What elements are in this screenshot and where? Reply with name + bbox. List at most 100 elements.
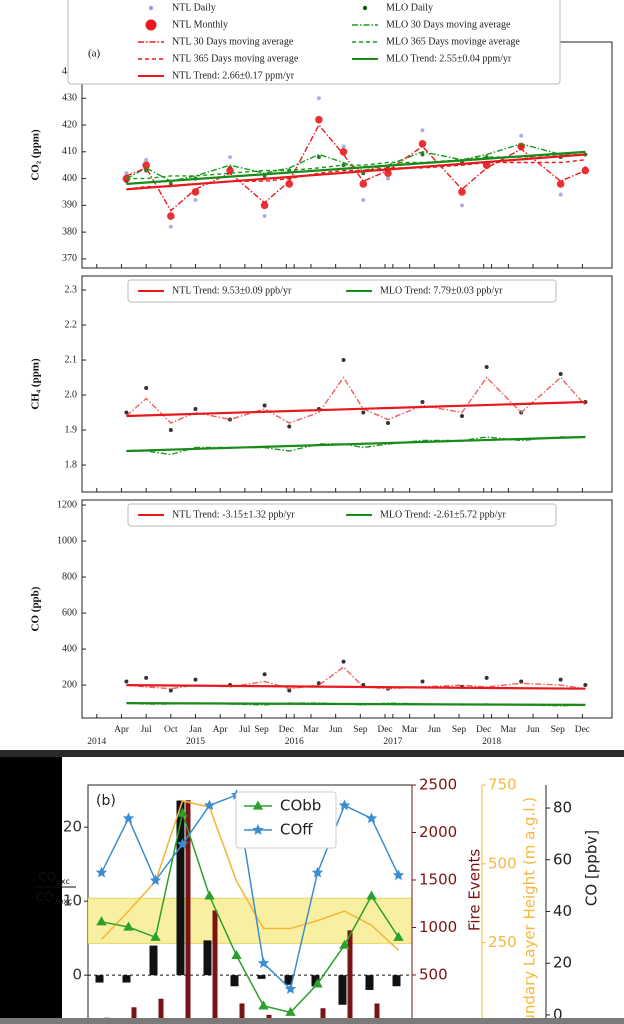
daily-point [193, 197, 198, 202]
ratio-bar [176, 800, 185, 976]
y-tick-label: 390 [62, 200, 77, 211]
daily-point [316, 96, 321, 101]
co-marker [339, 939, 350, 949]
y-tick-label: 430 [62, 93, 77, 104]
left-strip [0, 757, 62, 1024]
daily-point [124, 410, 129, 415]
y-tick-label: 400 [62, 173, 77, 184]
daily-point [459, 414, 464, 419]
fire-bar [320, 1008, 326, 1023]
daily-point [124, 171, 129, 176]
fire-bar [374, 1003, 380, 1023]
co-marker [150, 931, 161, 941]
co-line [101, 810, 400, 1014]
y-tick-label: 600 [62, 607, 77, 618]
x-tick-label: Dec [377, 725, 392, 735]
daily-point [385, 421, 390, 426]
legend-label: MLO Daily [386, 2, 433, 13]
monthly-point [260, 201, 269, 210]
daily-point [361, 410, 366, 415]
daily-point [193, 407, 198, 412]
daily-point [484, 365, 489, 370]
co-line [100, 794, 400, 991]
co-marker [96, 916, 107, 926]
legend-marker [362, 5, 368, 11]
y-tick-label: 800 [62, 571, 77, 582]
y-tick-label: 2.1 [65, 354, 78, 365]
y-tick-label: 2.0 [65, 389, 78, 400]
legend-box [127, 279, 557, 303]
legend-label: NTL Daily [172, 2, 216, 13]
co-marker [284, 983, 297, 994]
daily-point [124, 679, 129, 684]
x-tick-label: Jun [329, 725, 342, 735]
legend-label: NTL 365 Days moving average [172, 53, 299, 64]
bottom-bar [0, 1018, 624, 1024]
y-tick-label: 410 [62, 146, 77, 157]
fire-axis-label: Fire Events [466, 849, 484, 932]
label-part: exc [56, 877, 70, 886]
x-year-label: 2018 [482, 737, 501, 747]
panel: 01020COexcCO2exc5001000150020002500Fire … [34, 776, 601, 1024]
x-tick-label: Oct [164, 725, 178, 735]
panel-label: (b) [96, 793, 116, 809]
legend-label: NTL Trend: -3.15±1.32 ppb/yr [172, 509, 295, 520]
daily-point [558, 372, 563, 377]
plot-area [81, 499, 613, 719]
daily-point [193, 677, 198, 682]
legend-label: MLO Trend: -2.61±5.72 ppb/yr [380, 509, 506, 520]
ratio-bar [338, 975, 347, 1005]
y-label-numerator: COexc [38, 870, 70, 886]
x-tick-label: Sep [452, 725, 467, 735]
y-label-denominator: CO2exc [36, 890, 73, 906]
co-tick-label: 40 [553, 902, 572, 920]
daily-point [361, 197, 366, 202]
co-marker [338, 799, 351, 811]
divider [0, 750, 624, 757]
trend-line [126, 150, 586, 185]
daily-point [262, 672, 267, 677]
x-tick-label: Dec [476, 725, 491, 735]
ratio-bar [311, 975, 320, 987]
blh-axis-label: Boundary Layer Height (m a.g.l.) [521, 797, 539, 1024]
monthly-point [142, 161, 150, 169]
daily-point [144, 157, 149, 162]
fire-tick-label: 2500 [419, 776, 457, 794]
daily-point [228, 155, 233, 160]
legend-label: NTL Trend: 2.66±0.17 ppm/yr [172, 70, 295, 81]
fire-tick-label: 1000 [419, 918, 457, 936]
daily-point [385, 176, 390, 181]
legend-label: MLO Trend: 7.79±0.03 ppb/yr [380, 285, 503, 296]
daily-point [144, 675, 149, 680]
legend-label: CObb [280, 797, 321, 815]
fire-tick-label: 2000 [419, 823, 457, 841]
daily-point [287, 688, 292, 693]
fire-bar [212, 910, 218, 1023]
legend: CObb COff [235, 791, 337, 849]
co-marker [258, 1000, 269, 1010]
x-tick-label: Sep [353, 725, 368, 735]
blh-tick-label: 750 [488, 776, 517, 794]
y-tick-label: 1.8 [65, 459, 78, 470]
co-marker [366, 890, 377, 900]
legend-marker [252, 800, 264, 810]
y-tick-label: 0 [72, 966, 82, 984]
legend-label: MLO 30 Days moving average [386, 19, 511, 30]
daily-point [341, 358, 346, 363]
ratio-bar [257, 975, 266, 979]
y-tick-label: 20 [63, 818, 82, 836]
blh-tick-label: 500 [488, 854, 517, 872]
co-marker [285, 1006, 296, 1016]
y-axis-label: CH₄ (ppm) [30, 358, 42, 410]
trend-line [126, 702, 586, 706]
x-tick-label: Jul [239, 725, 250, 735]
x-year-label: 2014 [87, 737, 106, 747]
label-part: CO [36, 890, 54, 904]
y-tick-label: 1.9 [65, 424, 78, 435]
y-tick-label: 400 [62, 643, 77, 654]
daily-point [287, 424, 292, 429]
legend-label: NTL 30 Days moving average [172, 36, 294, 47]
